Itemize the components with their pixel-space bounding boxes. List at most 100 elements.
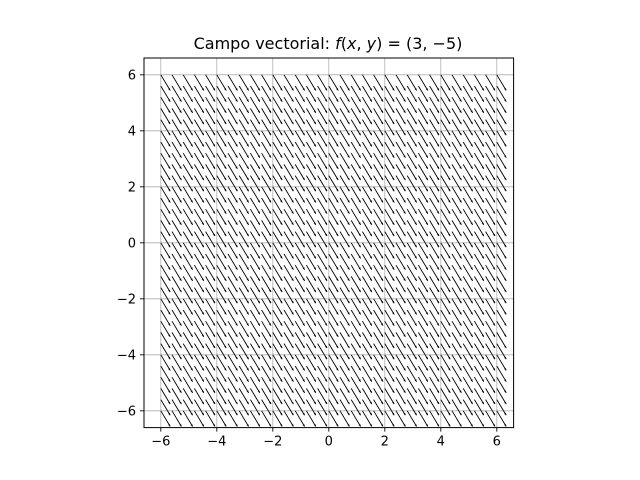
vector-arrow — [373, 253, 384, 270]
vector-arrow-head — [493, 188, 496, 192]
vector-arrow — [194, 208, 205, 226]
vector-arrow — [496, 220, 507, 237]
vector-arrow — [272, 85, 283, 102]
vector-arrow-head — [403, 233, 406, 237]
vector-arrow-shaft — [283, 175, 294, 192]
vector-arrow-head — [291, 289, 294, 293]
vector-arrow-head — [257, 99, 260, 102]
vector-arrow — [362, 175, 373, 192]
vector-arrow-shaft — [339, 332, 350, 349]
vector-arrow — [294, 96, 306, 114]
vector-arrow-head — [235, 289, 238, 293]
vector-arrow — [216, 343, 227, 360]
vector-arrow — [238, 287, 250, 304]
vector-arrow-head — [224, 110, 227, 113]
vector-arrow-head — [481, 132, 484, 136]
vector-arrow — [406, 175, 418, 192]
vector-arrow — [238, 108, 250, 125]
vector-arrow-head — [269, 424, 272, 427]
vector-arrow — [294, 309, 306, 326]
vector-arrow — [474, 220, 485, 237]
vector-arrow-head — [280, 121, 283, 125]
vector-arrow — [294, 85, 306, 102]
vector-arrow — [474, 276, 485, 293]
vector-arrow-head — [280, 356, 283, 360]
vector-arrow-head — [179, 155, 182, 158]
vector-arrow-head — [201, 88, 204, 91]
vector-arrow-shaft — [238, 74, 250, 91]
vector-arrow — [227, 208, 238, 226]
vector-arrow-shaft — [339, 231, 350, 248]
vector-arrow-shaft — [373, 108, 384, 125]
vector-arrow-head — [302, 278, 305, 281]
vector-arrow-head — [257, 256, 260, 259]
vector-arrow-shaft — [171, 388, 182, 405]
vector-arrow-head — [168, 323, 171, 326]
vector-arrow — [205, 74, 216, 91]
vector-arrow-head — [325, 323, 328, 326]
vector-arrow-shaft — [306, 141, 317, 158]
vector-arrow — [496, 298, 507, 315]
vector-arrow-shaft — [283, 96, 294, 114]
vector-arrow-shaft — [485, 320, 496, 338]
vector-arrow-shaft — [194, 399, 205, 416]
vector-arrow-shaft — [182, 186, 194, 203]
vector-arrow — [171, 388, 182, 405]
vector-arrow-head — [336, 188, 339, 192]
vector-arrow-shaft — [440, 141, 451, 158]
vector-arrow-shaft — [373, 332, 384, 349]
vector-arrow-head — [403, 200, 406, 203]
vector-arrow-head — [280, 379, 283, 382]
vector-arrow-head — [302, 233, 305, 237]
vector-arrow-head — [302, 345, 305, 349]
vector-arrow — [283, 119, 294, 136]
vector-arrow-head — [481, 368, 484, 371]
vector-arrow-shaft — [451, 388, 462, 405]
vector-arrow — [272, 376, 283, 394]
vector-arrow — [384, 85, 395, 102]
vector-arrow-head — [459, 390, 462, 393]
vector-arrow — [182, 175, 194, 192]
vector-arrow — [451, 276, 462, 293]
vector-arrow-head — [302, 132, 305, 136]
vector-arrow-head — [190, 233, 193, 237]
vector-arrow — [160, 399, 171, 416]
vector-arrow-shaft — [384, 365, 395, 382]
vector-arrow-shaft — [328, 253, 339, 270]
vector-arrow-shaft — [317, 164, 328, 181]
vector-arrow-head — [213, 244, 216, 248]
vector-arrow-head — [313, 289, 316, 293]
vector-arrow — [216, 298, 227, 315]
vector-arrow-shaft — [194, 130, 205, 147]
vector-arrow-head — [257, 166, 260, 169]
vector-arrow — [216, 130, 227, 147]
vector-arrow-shaft — [328, 332, 339, 349]
vector-arrow — [485, 264, 496, 282]
vector-arrow-shaft — [496, 175, 507, 192]
vector-arrow — [339, 197, 350, 214]
vector-arrow-shaft — [440, 332, 451, 349]
vector-arrow — [205, 175, 216, 192]
vector-arrow — [485, 141, 496, 158]
vector-arrow-head — [313, 256, 316, 259]
vector-arrow-shaft — [384, 74, 395, 91]
vector-arrow-shaft — [160, 332, 171, 349]
vector-arrow-head — [269, 379, 272, 382]
vector-arrow — [261, 332, 272, 349]
vector-arrow-head — [336, 424, 339, 427]
vector-arrow — [160, 85, 171, 102]
vector-arrow-head — [302, 412, 305, 416]
vector-arrow-shaft — [429, 287, 440, 304]
vector-arrow-head — [325, 424, 328, 427]
vector-arrow-shaft — [429, 399, 440, 416]
vector-arrow — [339, 242, 350, 259]
vector-arrow-shaft — [373, 231, 384, 248]
vector-arrow-shaft — [418, 108, 429, 125]
vector-arrow — [182, 197, 194, 214]
vector-arrow-shaft — [328, 320, 339, 338]
vector-arrow — [171, 96, 182, 114]
vector-arrow-head — [235, 300, 238, 304]
vector-arrow-head — [437, 110, 440, 113]
vector-arrow-head — [257, 200, 260, 203]
